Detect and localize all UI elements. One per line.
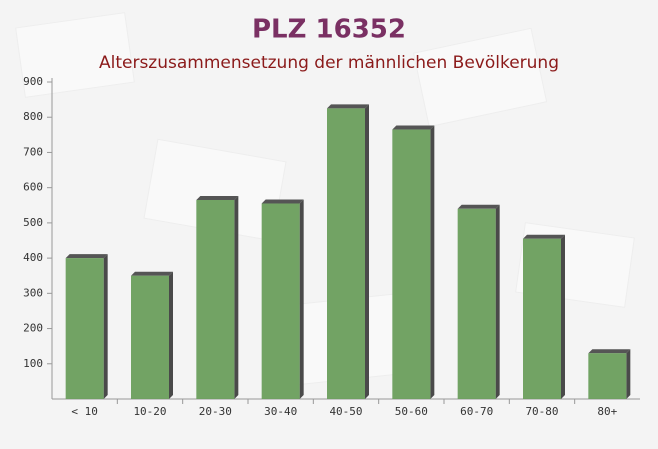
y-tick-label: 700 <box>23 145 43 158</box>
x-tick-label: 60-70 <box>460 405 493 418</box>
y-tick-label: 900 <box>23 75 43 88</box>
bar-top <box>131 271 173 276</box>
bar <box>457 208 496 399</box>
bar-top <box>588 349 631 354</box>
bar-side <box>561 234 565 399</box>
bar-side <box>626 349 631 399</box>
bar <box>196 199 235 399</box>
y-tick-label: 800 <box>23 110 43 123</box>
x-tick-label: 20-30 <box>199 405 232 418</box>
x-tick-label: 50-60 <box>395 405 428 418</box>
bar-top <box>327 104 369 109</box>
bar-side <box>495 204 500 399</box>
x-tick-label: 30-40 <box>264 405 297 418</box>
y-tick-label: 600 <box>23 181 43 194</box>
x-tick-label: 70-80 <box>525 405 558 418</box>
y-tick-label: 500 <box>23 216 43 229</box>
y-tick-label: 400 <box>23 251 43 264</box>
x-tick-label: 80+ <box>597 405 617 418</box>
bar-top <box>65 254 108 259</box>
y-tick-label: 100 <box>23 357 43 370</box>
chart-subtitle: Alterszusammensetzung der männlichen Bev… <box>99 53 559 73</box>
bar <box>392 129 431 400</box>
bar-top <box>196 195 239 200</box>
bar-side <box>299 199 304 399</box>
x-tick-label: 40-50 <box>329 405 362 418</box>
x-tick-label: < 10 <box>71 405 98 418</box>
bar-side <box>430 125 435 400</box>
bar-side <box>365 104 369 400</box>
y-tick-label: 300 <box>23 286 43 299</box>
bar-top <box>457 204 500 209</box>
bar-side <box>234 195 239 399</box>
bar <box>327 108 365 400</box>
y-tick-label: 200 <box>23 322 43 335</box>
bar <box>131 275 169 399</box>
bar <box>523 238 561 399</box>
bar-top <box>523 234 565 239</box>
bar-top <box>261 199 304 204</box>
chart-title: PLZ 16352 <box>252 15 406 45</box>
bar-side <box>103 254 108 399</box>
x-tick-label: 10-20 <box>133 405 166 418</box>
bar-side <box>169 271 173 399</box>
bar <box>65 258 104 399</box>
bar <box>261 203 300 399</box>
bar <box>588 353 627 399</box>
bar-top <box>392 125 435 130</box>
